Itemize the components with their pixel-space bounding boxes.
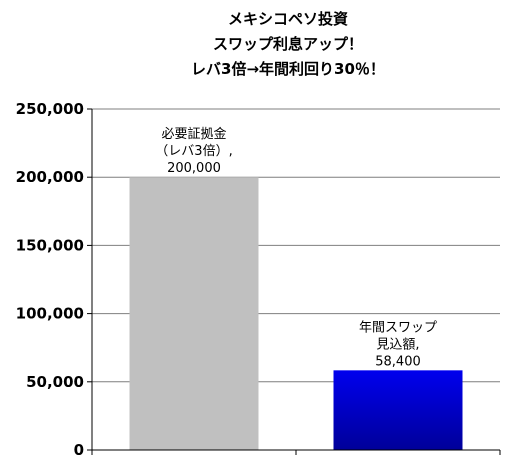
y-tick-label: 250,000	[16, 100, 84, 118]
bar-1	[129, 177, 259, 450]
bar-2-data-label-line-3: 58,400	[375, 354, 421, 369]
chart-title-line-3: レバ3倍→年間利回り30％！	[191, 60, 385, 78]
chart-title-line-1: メキシコペソ投資	[228, 10, 348, 28]
bars	[129, 177, 463, 450]
bar-1-data-label-line-1: 必要証拠金	[161, 126, 226, 142]
bar-2	[333, 370, 463, 450]
bar-1-data-label-line-2: （レバ3倍）,	[155, 144, 232, 159]
bar-1-data-label-line-3: 200,000	[167, 161, 221, 176]
chart-title: メキシコペソ投資 スワップ利息アップ！ レバ3倍→年間利回り30％！	[191, 10, 385, 78]
chart-title-line-2: スワップ利息アップ！	[213, 35, 363, 53]
y-tick-label: 200,000	[16, 168, 84, 186]
bar-2-data-label-line-1: 年間スワップ	[359, 320, 437, 335]
y-axis-tick-labels: 0 50,000 100,000 150,000 200,000 250,000	[16, 100, 84, 459]
y-tick-label: 150,000	[16, 236, 84, 254]
y-tick-label: 100,000	[16, 305, 84, 323]
axes	[87, 108, 501, 455]
y-tick-label: 50,000	[26, 373, 84, 391]
bar-2-data-label-line-2: 見込額,	[376, 337, 419, 352]
y-tick-label: 0	[74, 441, 84, 459]
